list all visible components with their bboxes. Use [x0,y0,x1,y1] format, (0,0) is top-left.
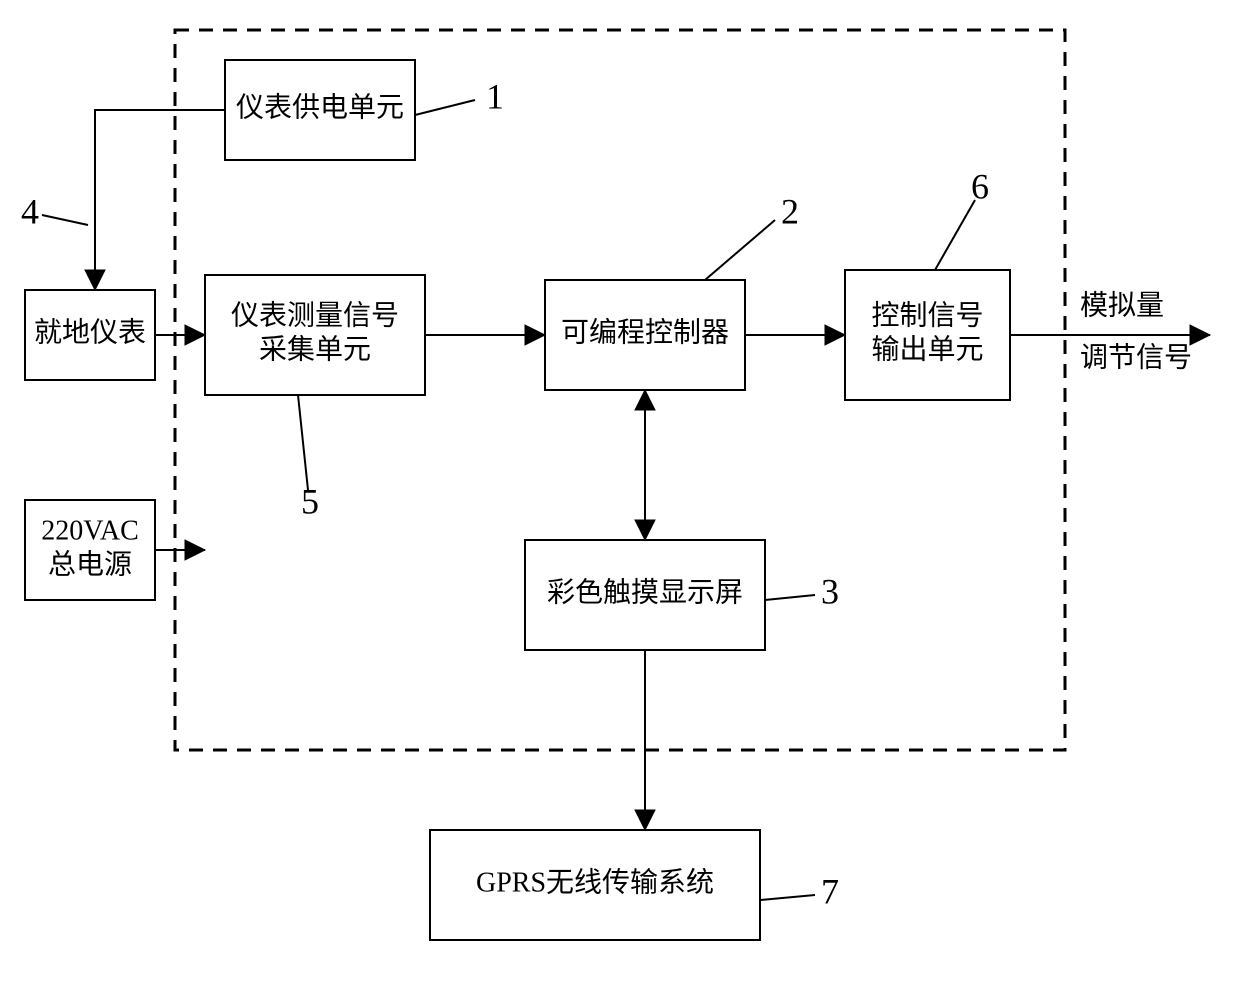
leader-n4 [42,215,88,225]
node-touchscreen-label: 彩色触摸显示屏 [547,576,743,608]
edge-power_to_meter [95,110,225,290]
node-gprs-label: GPRS无线传输系统 [476,866,714,898]
leader-n5 [298,395,308,490]
leader-n2 [705,220,775,280]
node-acq_unit-label: 仪表测量信号 [231,299,399,331]
leader-n1 [415,100,475,115]
leader-n6 [935,200,975,270]
leader-n3 [765,595,815,600]
node-local_meter-label: 就地仪表 [34,316,146,348]
node-power_unit-label: 仪表供电单元 [236,91,404,123]
node-main_power-label: 总电源 [48,548,132,580]
node-out_unit-label: 输出单元 [871,333,983,365]
output-label-1: 模拟量 [1080,289,1164,321]
node-out_unit-label: 控制信号 [871,299,983,331]
callout-n7: 7 [821,871,839,911]
output-label-2: 调节信号 [1080,341,1192,373]
callout-n5: 5 [301,481,319,521]
node-main_power-label: 220VAC [41,515,139,546]
block-diagram: 仪表供电单元就地仪表 仪表测量信号采集单元 可编程控制器 控制信号输出单元 220VAC… [0,0,1240,1008]
callout-n4: 4 [21,191,39,231]
node-acq_unit-label: 采集单元 [259,333,371,365]
callout-n2: 2 [781,191,799,231]
node-plc-label: 可编程控制器 [561,316,729,348]
leader-n7 [760,895,815,900]
callout-n1: 1 [486,76,504,116]
callout-n6: 6 [971,166,989,206]
callout-n3: 3 [821,571,839,611]
